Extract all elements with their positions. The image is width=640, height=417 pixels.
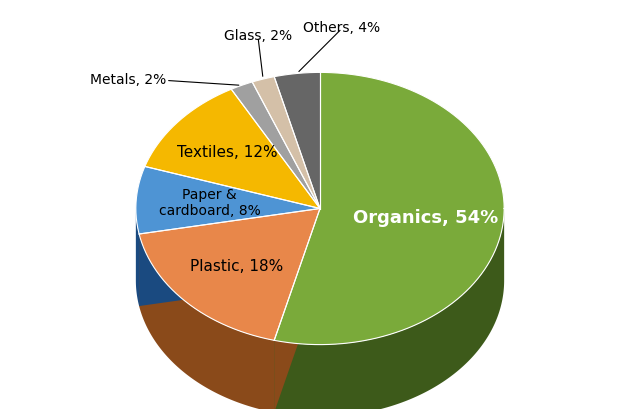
Text: Metals, 2%: Metals, 2%	[90, 73, 166, 88]
Polygon shape	[274, 209, 504, 417]
Polygon shape	[274, 73, 504, 344]
Text: Others, 4%: Others, 4%	[303, 21, 381, 35]
Text: Glass, 2%: Glass, 2%	[224, 29, 292, 43]
Polygon shape	[252, 77, 320, 208]
Text: Plastic, 18%: Plastic, 18%	[190, 259, 284, 274]
Polygon shape	[274, 73, 320, 208]
Polygon shape	[274, 208, 320, 412]
Text: Paper &
cardboard, 8%: Paper & cardboard, 8%	[159, 188, 260, 219]
Text: Organics, 54%: Organics, 54%	[353, 209, 499, 227]
Polygon shape	[139, 234, 274, 412]
Polygon shape	[139, 208, 320, 340]
Polygon shape	[274, 208, 320, 412]
Text: Textiles, 12%: Textiles, 12%	[177, 145, 278, 160]
Polygon shape	[231, 82, 320, 208]
Polygon shape	[136, 208, 139, 306]
Polygon shape	[139, 208, 320, 306]
Polygon shape	[145, 89, 320, 208]
Polygon shape	[136, 166, 320, 234]
Polygon shape	[139, 208, 320, 306]
